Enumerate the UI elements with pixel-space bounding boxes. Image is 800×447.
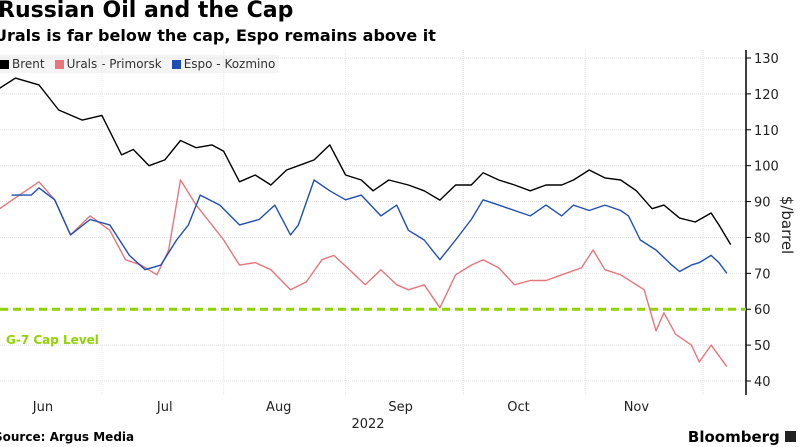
legend-label: Brent — [12, 57, 45, 71]
source-note: Source: Argus Media — [0, 430, 135, 444]
x-tick-label: Nov — [624, 400, 650, 415]
cap-level-label: G-7 Cap Level — [6, 333, 99, 347]
chart-subtitle: Urals is far below the cap, Espo remains… — [0, 26, 436, 45]
legend-item-urals: Urals - Primorsk — [54, 57, 162, 71]
legend-item-brent: Brent — [0, 57, 45, 71]
y-tick-label: 100 — [754, 160, 779, 175]
y-tick-label: 120 — [754, 88, 779, 103]
series-line-brent — [0, 77, 732, 245]
y-tick-label: 50 — [754, 339, 771, 354]
legend-swatch — [0, 60, 9, 69]
series-line-urals — [0, 179, 728, 368]
chart-title: Russian Oil and the Cap — [0, 0, 294, 23]
y-tick-label: 90 — [754, 196, 771, 211]
y-axis-label: $/barrel — [778, 196, 796, 254]
legend-label: Espo - Kozmino — [183, 57, 276, 71]
brand-text: Bloomberg — [687, 428, 780, 446]
x-tick-label: Aug — [266, 400, 291, 415]
series-line-espo — [11, 179, 728, 274]
legend-item-espo: Espo - Kozmino — [171, 57, 276, 71]
x-tick-label: Jul — [156, 400, 173, 415]
y-tick-label: 130 — [754, 52, 779, 67]
y-tick-label: 80 — [754, 231, 771, 246]
y-tick-label: 70 — [754, 267, 771, 282]
legend: Brent Urals - Primorsk Espo - Kozmino — [0, 55, 280, 73]
y-tick-label: 110 — [754, 124, 779, 139]
bloomberg-logo: Bloomberg — [688, 428, 796, 446]
x-axis-label: 2022 — [351, 417, 384, 432]
bloomberg-icon — [785, 431, 796, 442]
legend-swatch — [171, 60, 181, 69]
y-tick-label: 60 — [754, 303, 771, 318]
x-tick-label: Jun — [32, 400, 53, 415]
x-tick-label: Sep — [388, 400, 413, 415]
y-tick-label: 40 — [754, 375, 771, 390]
x-tick-label: Oct — [507, 400, 529, 415]
legend-swatch — [54, 60, 64, 69]
legend-label: Urals - Primorsk — [66, 57, 162, 71]
